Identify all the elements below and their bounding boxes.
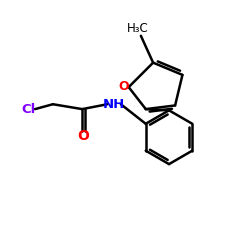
Text: O: O [118,80,128,93]
Text: Cl: Cl [21,102,35,116]
Text: NH: NH [103,98,125,111]
Text: H₃C: H₃C [127,22,149,36]
Text: O: O [78,130,90,143]
